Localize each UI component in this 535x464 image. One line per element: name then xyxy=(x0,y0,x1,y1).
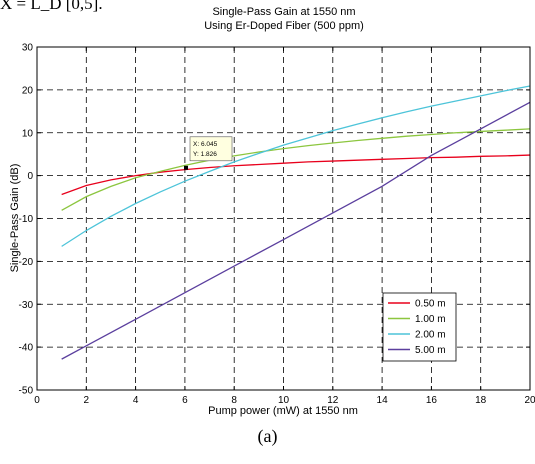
x-tick-label: 10 xyxy=(278,395,290,406)
x-tick-label: 18 xyxy=(475,395,487,406)
x-tick-label: 0 xyxy=(34,395,40,406)
legend-label: 5.00 m xyxy=(415,345,446,356)
series-line-5-00-m xyxy=(61,101,531,360)
y-tick-label: 20 xyxy=(22,85,34,96)
ticks: 0 2 4 6 8 10 12 14 16 18 20 -50 -40 -30 -20 -10 0 10 20 30 xyxy=(19,43,535,407)
x-axis-label: Pump power (mW) at 1550 nm xyxy=(208,405,358,417)
y-tick-label: 0 xyxy=(27,171,33,182)
series-line-2-00-m xyxy=(61,85,531,247)
y-tick-label: -20 xyxy=(19,257,34,268)
top-text-fragment: X = L_D [0,5]. xyxy=(0,0,103,13)
y-tick-label: -40 xyxy=(19,343,34,354)
y-tick-label: -10 xyxy=(19,214,34,225)
chart-svg: Single-Pass Gain at 1550 nm Using Er-Dop… xyxy=(9,6,535,417)
chart-subtitle: Using Er-Doped Fiber (500 ppm) xyxy=(204,20,364,32)
legend-label: 1.00 m xyxy=(415,314,446,325)
series-line-0-50-m xyxy=(61,154,531,196)
y-tick-label: -50 xyxy=(19,386,34,397)
legend: 0.50 m 1.00 m 2.00 m 5.00 m xyxy=(382,292,457,362)
y-axis-label: Single-Pass Gain (dB) xyxy=(9,164,21,273)
data-tip-text: X: 6.045 xyxy=(193,141,218,148)
x-tick-label: 4 xyxy=(133,395,139,406)
x-tick-label: 6 xyxy=(182,395,188,406)
data-tip-box xyxy=(189,136,233,162)
x-tick-label: 14 xyxy=(377,395,389,406)
x-tick-label: 16 xyxy=(426,395,438,406)
y-tick-label: 30 xyxy=(22,43,34,54)
y-tick-label: 10 xyxy=(22,128,34,139)
figure-caption: (a) xyxy=(257,426,278,446)
data-tip-text: Y: 1.826 xyxy=(193,151,217,158)
series-line-1-00-m xyxy=(61,128,531,211)
x-tick-label: 8 xyxy=(231,395,237,406)
data-tip-marker xyxy=(184,165,189,170)
x-tick-label: 2 xyxy=(84,395,90,406)
series-group xyxy=(61,85,531,360)
chart-title: Single-Pass Gain at 1550 nm xyxy=(212,6,355,18)
data-tip: X: 6.045 Y: 1.826 xyxy=(184,136,233,170)
x-tick-label: 12 xyxy=(327,395,339,406)
legend-label: 2.00 m xyxy=(415,330,446,341)
legend-label: 0.50 m xyxy=(415,299,446,310)
y-tick-label: -30 xyxy=(19,300,34,311)
x-tick-label: 20 xyxy=(524,395,535,406)
